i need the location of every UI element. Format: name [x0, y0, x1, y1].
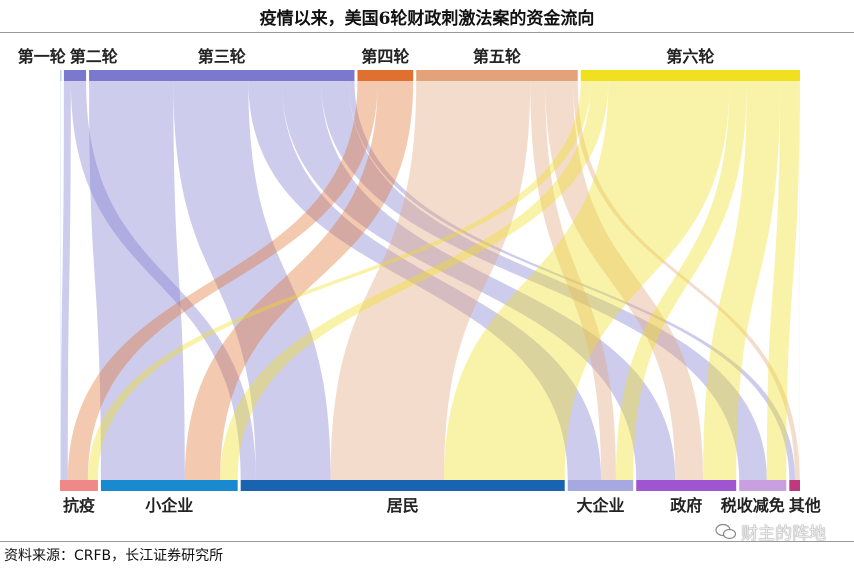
- target-node-政府: [636, 480, 737, 491]
- flow-第五轮-政府: [545, 81, 704, 480]
- target-node-大企业: [567, 480, 634, 491]
- target-node-其他: [789, 480, 800, 491]
- target-label-抗疫: 抗疫: [63, 496, 95, 515]
- flow-第六轮-抗疫: [87, 81, 591, 480]
- watermark: 财主的阵地: [715, 519, 826, 544]
- source-label-第六轮: 第六轮: [666, 47, 714, 66]
- flow-第六轮-小企业: [220, 81, 609, 480]
- flow-第三轮-大企业: [248, 81, 602, 480]
- source-node-第五轮: [416, 70, 578, 81]
- source-note: 资料来源：CRFB，长江证券研究所: [4, 548, 224, 564]
- flow-第二轮-居民: [70, 81, 256, 480]
- source-node-第一轮: [60, 70, 62, 81]
- source-label-第二轮: 第二轮: [70, 47, 118, 66]
- flow-第三轮-居民: [173, 81, 331, 480]
- flow-第三轮-其他: [348, 81, 796, 480]
- source-node-第二轮: [63, 70, 87, 81]
- flow-第五轮-大企业: [530, 81, 616, 480]
- flow-第四轮-抗疫: [67, 81, 378, 480]
- flow-第六轮-大企业: [615, 81, 747, 480]
- flow-layer: [60, 81, 800, 480]
- node-layer: [60, 70, 800, 491]
- flow-第三轮-政府: [281, 81, 676, 480]
- source-node-第四轮: [357, 70, 414, 81]
- source-label-第四轮: 第四轮: [361, 47, 409, 66]
- source-label-第五轮: 第五轮: [473, 47, 521, 66]
- chart-frame: [0, 32, 854, 542]
- flow-第三轮-税收减免: [321, 81, 767, 480]
- target-label-税收减免: 税收减免: [721, 496, 785, 515]
- watermark-text: 财主的阵地: [741, 524, 826, 544]
- flow-第三轮-小企业: [89, 81, 185, 480]
- target-node-抗疫: [60, 480, 98, 491]
- source-node-第六轮: [580, 70, 800, 81]
- target-label-小企业: 小企业: [145, 496, 193, 515]
- target-node-小企业: [100, 480, 238, 491]
- flow-第五轮-居民: [330, 81, 531, 480]
- flow-第五轮-其他: [573, 81, 800, 480]
- flow-第六轮-居民: [444, 81, 730, 480]
- chart-title: 疫情以来，美国6轮财政刺激法案的资金流向: [259, 9, 595, 29]
- source-label-第一轮: 第一轮: [18, 47, 66, 66]
- wechat-icon: [715, 523, 737, 539]
- source-node-第三轮: [89, 70, 355, 81]
- target-node-居民: [240, 480, 565, 491]
- target-label-居民: 居民: [387, 496, 419, 515]
- source-label-第三轮: 第三轮: [198, 47, 246, 66]
- target-node-税收减免: [739, 480, 787, 491]
- target-label-大企业: 大企业: [576, 496, 624, 515]
- flow-第六轮-税收减免: [766, 81, 800, 480]
- flow-第六轮-政府: [703, 81, 781, 480]
- target-label-政府: 政府: [670, 496, 702, 515]
- flow-第二轮-抗疫: [60, 81, 71, 480]
- flow-第四轮-小企业: [184, 81, 414, 480]
- flow-第一轮-抗疫: [60, 81, 61, 480]
- target-label-其他: 其他: [789, 496, 821, 515]
